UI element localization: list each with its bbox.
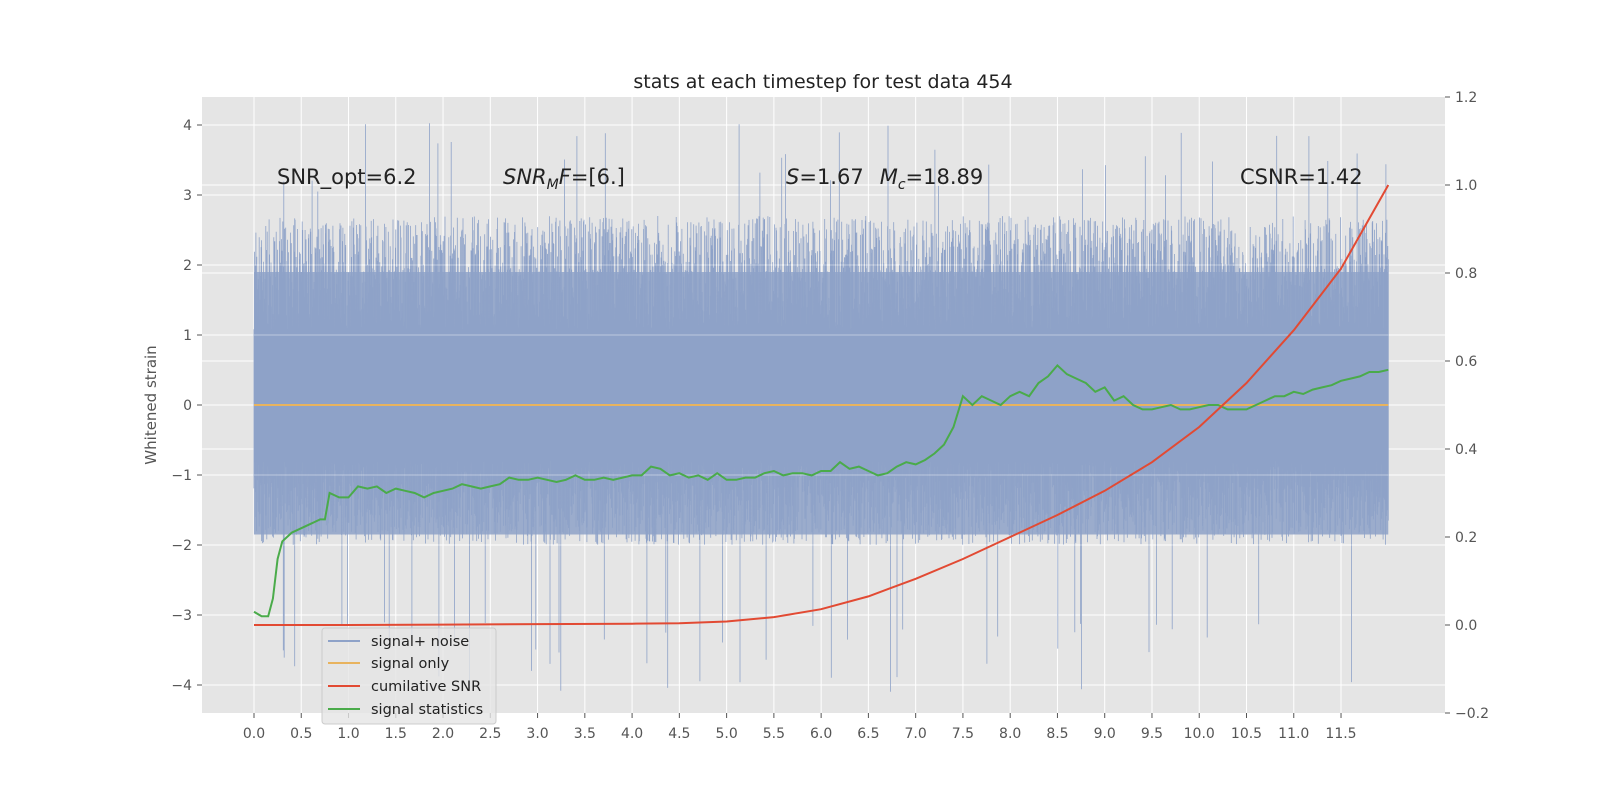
x-tick-label: 5.5 [763,726,785,742]
y2-tick-label: −0.2 [1455,706,1489,722]
y-axis-label: Whitened strain [142,345,160,464]
x-tick-label: 3.5 [574,726,596,742]
x-tick-label: 11.0 [1278,726,1309,742]
annotations: SNR_opt=6.2 SNRMF=[6.] S=1.67 Mc=18.89 CS… [277,165,1363,193]
x-tick-label: 1.5 [385,726,407,742]
y-tick-label: 1 [183,328,192,344]
y-tick-label: 4 [183,118,192,134]
y-tick-label: −3 [171,608,192,624]
y-tick-label: 0 [183,398,192,414]
x-tick-label: 0.5 [290,726,312,742]
y2-axis-ticks: −0.2 0.0 0.2 0.4 0.6 0.8 1.0 1.2 [1445,90,1489,722]
annotation-snr-mf: SNRMF=[6.] [503,165,625,193]
cumulative-snr-line [254,184,1390,626]
y2-tick-label: 1.2 [1455,90,1477,106]
x-axis-ticks: 0.0 0.5 1.0 1.5 2.0 2.5 3.0 3.5 4.0 4.5 5.0 5.5 6.0 6… [243,713,1357,742]
y-axis-ticks: −4 −3 −2 −1 0 1 2 3 4 [171,118,202,694]
y2-tick-label: 0.0 [1455,618,1477,634]
x-tick-label: 4.5 [668,726,690,742]
x-tick-label: 7.5 [952,726,974,742]
y2-tick-label: 0.6 [1455,354,1477,370]
x-tick-label: 7.0 [905,726,927,742]
x-tick-label: 2.0 [432,726,454,742]
x-tick-label: 10.5 [1231,726,1262,742]
legend-label-signal-only: signal only [371,656,450,672]
series-lines [253,184,1390,626]
y-tick-label: 3 [183,188,192,204]
x-tick-label: 5.0 [715,726,737,742]
y2-tick-label: 0.8 [1455,266,1477,282]
x-tick-label: 6.0 [810,726,832,742]
annotation-csnr: CSNR=1.42 [1240,165,1363,189]
x-tick-label: 6.5 [857,726,879,742]
y-tick-label: −2 [171,538,192,554]
annotation-snr-opt: SNR_opt=6.2 [277,165,417,190]
x-tick-label: 1.0 [337,726,359,742]
x-tick-label: 11.5 [1325,726,1356,742]
legend-label-cumulative-snr: cumilative SNR [371,679,481,695]
legend-label-signal-statistics: signal statistics [371,702,483,718]
x-tick-label: 4.0 [621,726,643,742]
x-tick-label: 0.0 [243,726,265,742]
chart-title: stats at each timestep for test data 454 [633,71,1012,93]
y2-tick-label: 0.4 [1455,442,1477,458]
y2-tick-label: 1.0 [1455,178,1477,194]
annotation-s-mc: S=1.67 Mc=18.89 [786,165,983,193]
x-tick-label: 8.5 [1046,726,1068,742]
legend-label-signal-plus-noise: signal+ noise [371,634,469,650]
x-tick-label: 10.0 [1184,726,1215,742]
x-tick-label: 9.5 [1141,726,1163,742]
x-tick-label: 8.0 [999,726,1021,742]
y-tick-label: 2 [183,258,192,274]
legend: signal+ noise signal only cumilative SNR… [321,627,497,725]
x-tick-label: 3.0 [526,726,548,742]
x-tick-label: 9.0 [1094,726,1116,742]
y2-tick-label: 0.2 [1455,530,1477,546]
y-tick-label: −4 [171,678,192,694]
signal-statistics-line [253,363,1389,618]
x-tick-label: 2.5 [479,726,501,742]
y-tick-label: −1 [171,468,192,484]
legend-box [321,627,497,725]
